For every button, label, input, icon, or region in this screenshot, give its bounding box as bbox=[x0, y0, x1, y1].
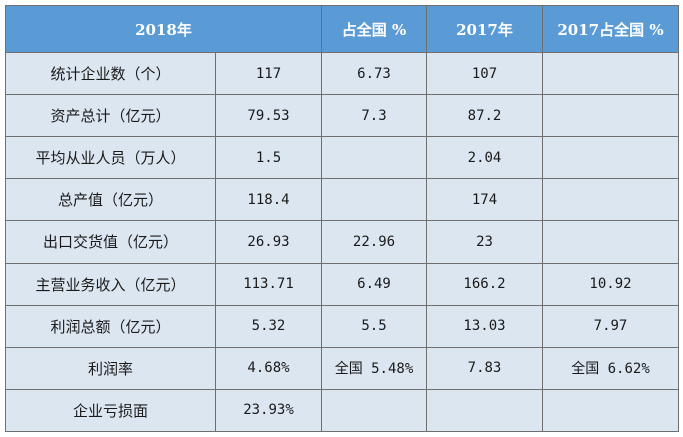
cell-2017: 87.2 bbox=[426, 94, 543, 138]
cell-share-2017: 全国 6.62% bbox=[542, 346, 679, 390]
cell-share-2017 bbox=[542, 94, 679, 138]
cell-share-2018 bbox=[321, 178, 427, 222]
row-label: 总产值（亿元） bbox=[5, 178, 216, 222]
cell-2018: 79.53 bbox=[215, 94, 322, 138]
cell-2017: 13.03 bbox=[426, 304, 543, 348]
cell-2017 bbox=[426, 388, 543, 433]
table-row: 统计企业数（个） 117 6.73 107 bbox=[5, 51, 679, 96]
table-row: 出口交货值（亿元） 26.93 22.96 23 bbox=[5, 220, 679, 264]
table-row: 平均从业人员（万人） 1.5 2.04 bbox=[5, 136, 679, 180]
table-row: 利润率 4.68% 全国 5.48% 7.83 全国 6.62% bbox=[5, 346, 679, 390]
cell-share-2018: 6.49 bbox=[321, 262, 427, 306]
cell-share-2017 bbox=[542, 51, 679, 96]
row-label: 主营业务收入（亿元） bbox=[5, 262, 216, 306]
row-label: 利润总额（亿元） bbox=[5, 304, 216, 348]
cell-2017: 174 bbox=[426, 178, 543, 222]
cell-2018: 113.71 bbox=[215, 262, 322, 306]
statistics-table-container: 2018年 占全国 % 2017年 2017占全国 % 统计企业数（个） 117… bbox=[5, 5, 679, 433]
header-share-2017: 2017占全国 % bbox=[542, 5, 679, 53]
cell-2018: 23.93% bbox=[215, 388, 322, 433]
cell-share-2017: 7.97 bbox=[542, 304, 679, 348]
cell-share-2018: 22.96 bbox=[321, 220, 427, 264]
cell-share-2017 bbox=[542, 388, 679, 433]
table-row: 利润总额（亿元） 5.32 5.5 13.03 7.97 bbox=[5, 304, 679, 348]
row-label: 统计企业数（个） bbox=[5, 51, 216, 96]
cell-2018: 117 bbox=[215, 51, 322, 96]
cell-2017: 7.83 bbox=[426, 346, 543, 390]
cell-2017: 166.2 bbox=[426, 262, 543, 306]
table-row: 主营业务收入（亿元） 113.71 6.49 166.2 10.92 bbox=[5, 262, 679, 306]
cell-share-2017 bbox=[542, 220, 679, 264]
cell-2017: 107 bbox=[426, 51, 543, 96]
table-header-row: 2018年 占全国 % 2017年 2017占全国 % bbox=[5, 5, 679, 53]
statistics-table: 2018年 占全国 % 2017年 2017占全国 % 统计企业数（个） 117… bbox=[5, 5, 679, 433]
header-share-2018: 占全国 % bbox=[321, 5, 427, 53]
cell-share-2017: 10.92 bbox=[542, 262, 679, 306]
row-label: 利润率 bbox=[5, 346, 216, 390]
row-label: 出口交货值（亿元） bbox=[5, 220, 216, 264]
cell-share-2018 bbox=[321, 136, 427, 180]
table-row: 总产值（亿元） 118.4 174 bbox=[5, 178, 679, 222]
cell-2017: 2.04 bbox=[426, 136, 543, 180]
cell-share-2017 bbox=[542, 136, 679, 180]
cell-2018: 26.93 bbox=[215, 220, 322, 264]
cell-share-2018: 全国 5.48% bbox=[321, 346, 427, 390]
row-label: 资产总计（亿元） bbox=[5, 94, 216, 138]
cell-share-2018: 7.3 bbox=[321, 94, 427, 138]
cell-share-2018 bbox=[321, 388, 427, 433]
header-2018: 2018年 bbox=[5, 5, 322, 53]
cell-share-2018: 5.5 bbox=[321, 304, 427, 348]
cell-2018: 5.32 bbox=[215, 304, 322, 348]
cell-share-2017 bbox=[542, 178, 679, 222]
cell-2018: 118.4 bbox=[215, 178, 322, 222]
cell-share-2018: 6.73 bbox=[321, 51, 427, 96]
row-label: 企业亏损面 bbox=[5, 388, 216, 433]
row-label: 平均从业人员（万人） bbox=[5, 136, 216, 180]
header-2017: 2017年 bbox=[426, 5, 543, 53]
cell-2018: 1.5 bbox=[215, 136, 322, 180]
cell-2017: 23 bbox=[426, 220, 543, 264]
table-row: 资产总计（亿元） 79.53 7.3 87.2 bbox=[5, 94, 679, 138]
cell-2018: 4.68% bbox=[215, 346, 322, 390]
table-row: 企业亏损面 23.93% bbox=[5, 388, 679, 433]
